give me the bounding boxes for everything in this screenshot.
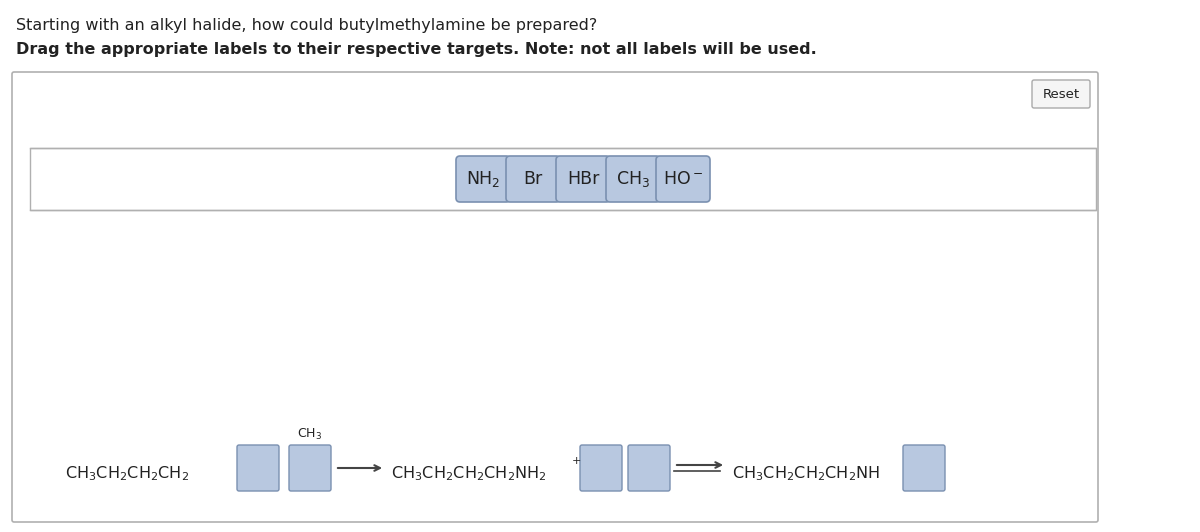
Text: Reset: Reset	[1043, 87, 1080, 101]
FancyBboxPatch shape	[656, 156, 710, 202]
Text: CH$_3$CH$_2$CH$_2$CH$_2$NH: CH$_3$CH$_2$CH$_2$CH$_2$NH	[732, 464, 880, 483]
FancyBboxPatch shape	[904, 445, 946, 491]
FancyBboxPatch shape	[506, 156, 560, 202]
FancyBboxPatch shape	[628, 445, 670, 491]
Text: HO$^-$: HO$^-$	[662, 170, 703, 188]
FancyBboxPatch shape	[606, 156, 660, 202]
Text: CH$_3$CH$_2$CH$_2$CH$_2$: CH$_3$CH$_2$CH$_2$CH$_2$	[65, 464, 190, 483]
Text: CH$_3$: CH$_3$	[298, 427, 323, 442]
Text: NH$_2$: NH$_2$	[466, 169, 500, 189]
Text: Drag the appropriate labels to their respective targets. Note: not all labels wi: Drag the appropriate labels to their res…	[16, 42, 817, 57]
Text: +: +	[571, 456, 581, 466]
FancyBboxPatch shape	[238, 445, 278, 491]
Text: HBr: HBr	[566, 170, 599, 188]
FancyBboxPatch shape	[12, 72, 1098, 522]
Text: CH$_3$CH$_2$CH$_2$CH$_2$NH$_2$: CH$_3$CH$_2$CH$_2$CH$_2$NH$_2$	[391, 464, 546, 483]
FancyBboxPatch shape	[1032, 80, 1090, 108]
Text: CH$_3$: CH$_3$	[616, 169, 650, 189]
FancyBboxPatch shape	[556, 156, 610, 202]
FancyBboxPatch shape	[580, 445, 622, 491]
FancyBboxPatch shape	[30, 148, 1096, 210]
FancyBboxPatch shape	[456, 156, 510, 202]
Text: Br: Br	[523, 170, 542, 188]
Text: Starting with an alkyl halide, how could butylmethylamine be prepared?: Starting with an alkyl halide, how could…	[16, 18, 598, 33]
FancyBboxPatch shape	[289, 445, 331, 491]
